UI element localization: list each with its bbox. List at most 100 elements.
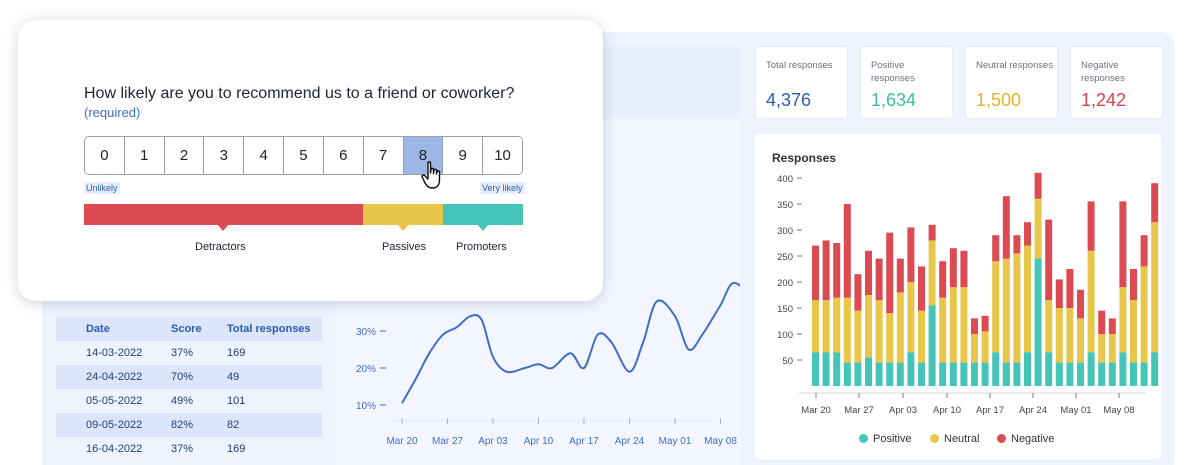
stat-label: Total responses <box>766 60 833 71</box>
table-cell: 101 <box>227 395 246 407</box>
x-tick-label: Apr 10 <box>524 436 554 447</box>
detractors-label: Detractors <box>195 241 246 253</box>
legend-label: Negative <box>1011 433 1055 445</box>
scale-option-10[interactable]: 10 <box>483 137 522 174</box>
x-tick-label: Apr 03 <box>889 405 917 416</box>
y-tick-label: 200 <box>777 278 793 289</box>
bar-positive-segment <box>949 362 957 386</box>
stat-label: Negative responses <box>1081 60 1125 84</box>
scale-option-3[interactable]: 3 <box>204 137 245 174</box>
bar-positive-segment <box>1034 258 1042 386</box>
bar-neutral-segment <box>854 310 862 363</box>
responses-chart-title: Responses <box>772 151 837 165</box>
y-tick-label: 250 <box>777 252 793 263</box>
table-cell: 05-05-2022 <box>86 395 143 407</box>
bar-positive-segment <box>981 362 989 386</box>
scale-option-5[interactable]: 5 <box>284 137 324 174</box>
table-cell: 16-04-2022 <box>86 443 143 455</box>
bar-negative-segment <box>865 250 872 295</box>
table-cell: 49 <box>227 371 240 383</box>
bar-positive-segment <box>1045 352 1053 386</box>
required-label: (required) <box>84 105 141 120</box>
legend-label: Neutral <box>944 433 980 445</box>
bar-negative-segment <box>939 261 947 298</box>
bar-negative-segment <box>833 243 841 298</box>
x-tick-label: May 08 <box>1103 405 1134 416</box>
bar-negative-segment <box>971 318 978 334</box>
bar-positive-segment <box>939 362 947 386</box>
bar-neutral-segment <box>939 297 947 363</box>
bar-positive-segment <box>1024 352 1031 386</box>
bar-positive-segment <box>865 357 872 386</box>
scale-option-9[interactable]: 9 <box>443 137 484 174</box>
bar-neutral-segment <box>1108 334 1116 363</box>
bar-negative-segment <box>896 258 904 293</box>
bar-positive-segment <box>1066 362 1074 386</box>
legend-item-positive: Positive <box>859 433 912 445</box>
table-cell: 169 <box>227 347 246 359</box>
bar-negative-segment <box>1108 318 1116 334</box>
x-tick-label: Apr 10 <box>933 405 961 416</box>
very-likely-label: Very likely <box>480 182 525 194</box>
scale-option-1[interactable]: 1 <box>124 137 165 174</box>
bar-positive-segment <box>1055 362 1063 386</box>
promoters-label: Promoters <box>456 241 507 253</box>
bar-neutral-segment <box>812 300 819 353</box>
bar-neutral-segment <box>1077 318 1084 363</box>
scale-option-4[interactable]: 4 <box>244 137 285 174</box>
y-tick-label: 400 <box>777 174 793 185</box>
bar-neutral-segment <box>949 287 957 363</box>
x-tick-label: May 08 <box>704 436 737 447</box>
bar-negative-segment <box>1151 183 1159 223</box>
scale-option-6[interactable]: 6 <box>323 137 364 174</box>
bar-negative-segment <box>875 258 883 301</box>
bar-positive-segment <box>1140 362 1148 386</box>
bar-negative-segment <box>1024 222 1031 246</box>
legend-dot-icon <box>859 434 868 443</box>
bar-negative-segment <box>1013 235 1021 254</box>
bar-neutral-segment <box>918 310 925 363</box>
promoters-pointer-icon <box>477 224 489 231</box>
bar-negative-segment <box>928 224 936 241</box>
survey-question: How likely are you to recommend us to a … <box>84 85 515 102</box>
bar-negative-segment <box>1045 219 1053 301</box>
detractors-segment <box>84 204 363 225</box>
bar-neutral-segment <box>1151 222 1159 353</box>
nps-category-band <box>84 204 523 231</box>
bar-neutral-segment <box>896 292 904 363</box>
x-tick-label: May 01 <box>1060 405 1091 416</box>
bar-negative-segment <box>1087 201 1095 251</box>
legend-item-negative: Negative <box>997 433 1054 445</box>
stat-label: Positive responses <box>871 60 915 84</box>
column-header: Date <box>86 323 110 335</box>
table-row: 24-04-2022 70% 49 <box>56 365 322 389</box>
stat-value: 1,634 <box>871 90 917 110</box>
table-cell: 09-05-2022 <box>86 419 143 431</box>
bar-positive-segment <box>886 362 894 386</box>
stat-card-total: Total responses 4,376 <box>755 46 848 119</box>
bar-neutral-segment <box>1087 250 1095 353</box>
bar-negative-segment <box>960 250 968 288</box>
bar-neutral-segment <box>981 331 989 363</box>
y-tick-label: 100 <box>777 330 793 341</box>
bar-negative-segment <box>981 315 989 332</box>
x-tick-label: Apr 17 <box>976 405 1004 416</box>
bar-negative-segment <box>854 274 862 311</box>
y-tick-label: 350 <box>777 200 793 211</box>
bar-positive-segment <box>833 352 841 386</box>
scale-option-2[interactable]: 2 <box>164 137 205 174</box>
bar-negative-segment <box>918 266 925 311</box>
y-tick-label: 10% <box>356 401 376 412</box>
table-header-row: Date Score Total responses <box>56 317 322 341</box>
bar-negative-segment <box>1055 279 1063 308</box>
x-tick-label: Mar 27 <box>432 436 464 447</box>
bar-neutral-segment <box>1045 300 1053 353</box>
table-cell: 24-04-2022 <box>86 371 143 383</box>
scale-option-7[interactable]: 7 <box>363 137 404 174</box>
scale-option-0[interactable]: 0 <box>85 137 125 174</box>
x-tick-label: Apr 17 <box>569 436 599 447</box>
bar-negative-segment <box>1119 201 1127 288</box>
scale-option-8[interactable]: 8 <box>403 137 444 174</box>
bar-neutral-segment <box>843 297 851 363</box>
stat-value: 4,376 <box>766 90 812 110</box>
